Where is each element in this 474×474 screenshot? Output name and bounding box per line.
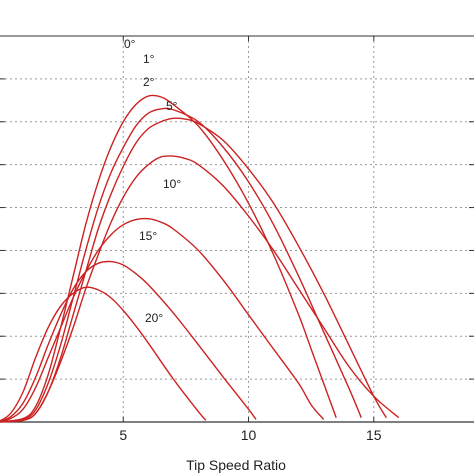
series-line xyxy=(0,117,387,423)
x-tick-label: 10 xyxy=(241,427,257,443)
grid xyxy=(0,36,474,422)
x-axis-label: Tip Speed Ratio xyxy=(186,457,286,473)
plot-frame xyxy=(0,35,474,423)
series-line xyxy=(0,260,257,423)
x-tick-label: 5 xyxy=(119,427,127,443)
series-line xyxy=(0,107,362,423)
series-label: 15° xyxy=(139,229,157,243)
curve-labels: 0° 1° 2° 5° 10° 15° 20° xyxy=(124,37,181,325)
series-label: 0° xyxy=(124,37,136,51)
series-label: 5° xyxy=(166,99,178,113)
series-label: 2° xyxy=(143,75,155,89)
series-line xyxy=(0,217,325,423)
curves xyxy=(0,94,400,423)
series-line xyxy=(0,155,400,423)
x-tick-labels: 5 10 15 xyxy=(119,427,381,443)
series-label: 20° xyxy=(145,311,163,325)
series-line xyxy=(0,94,337,423)
series-label: 1° xyxy=(143,52,155,66)
series-label: 10° xyxy=(163,177,181,191)
x-tick-label: 15 xyxy=(366,427,382,443)
series-line xyxy=(0,286,207,422)
